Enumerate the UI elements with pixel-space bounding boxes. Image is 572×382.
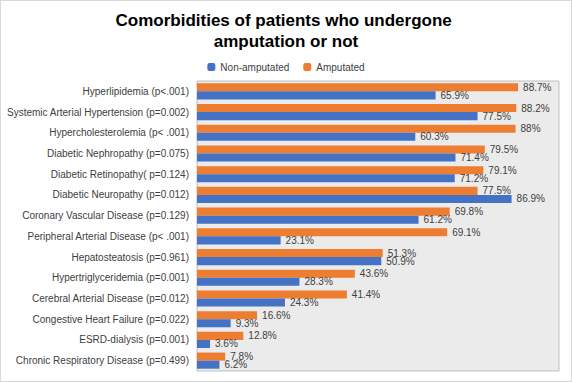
svg-text:Hypercholesterolemia (p< .001): Hypercholesterolemia (p< .001) — [49, 127, 189, 138]
svg-text:Systemic Arterial Hypertension: Systemic Arterial Hypertension (p=0.002) — [7, 107, 189, 118]
svg-text:50.9%: 50.9% — [386, 256, 414, 267]
svg-text:60.3%: 60.3% — [420, 131, 448, 142]
svg-text:7.8%: 7.8% — [230, 351, 253, 363]
svg-text:Congestive Heart Failure (p=0.: Congestive Heart Failure (p=0.022) — [33, 314, 189, 325]
svg-text:9.3%: 9.3% — [236, 318, 259, 329]
svg-text:61.2%: 61.2% — [424, 214, 452, 225]
svg-text:Hyperlipidemia (p<.001): Hyperlipidemia (p<.001) — [83, 86, 189, 97]
svg-text:88.2%: 88.2% — [521, 103, 549, 114]
svg-text:Chronic Respiratory Disease (p: Chronic Respiratory Disease (p=0.499) — [16, 355, 189, 366]
svg-text:77.5%: 77.5% — [483, 185, 511, 196]
svg-text:3.6%: 3.6% — [215, 338, 238, 349]
svg-text:71.2%: 71.2% — [460, 173, 488, 184]
svg-text:16.6%: 16.6% — [262, 310, 290, 321]
svg-text:88%: 88% — [521, 123, 541, 134]
svg-text:41.4%: 41.4% — [352, 289, 380, 300]
svg-text:23.1%: 23.1% — [286, 235, 314, 246]
svg-text:88.7%: 88.7% — [523, 82, 551, 93]
svg-text:Hepatosteatosis (p=0.961): Hepatosteatosis (p=0.961) — [71, 252, 189, 263]
svg-text:28.3%: 28.3% — [304, 276, 332, 287]
svg-text:65.9%: 65.9% — [441, 90, 469, 101]
svg-text:Peripheral Arterial Disease (p: Peripheral Arterial Disease (p< .001) — [28, 231, 189, 242]
svg-text:43.6%: 43.6% — [360, 268, 388, 279]
svg-text:Diabetic Neuropathy (p=0.012): Diabetic Neuropathy (p=0.012) — [53, 189, 189, 200]
svg-text:86.9%: 86.9% — [517, 193, 545, 204]
svg-text:79.5%: 79.5% — [490, 144, 518, 155]
svg-text:51.3%: 51.3% — [387, 247, 417, 259]
svg-text:Diabetic Nephropathy (p=0.075): Diabetic Nephropathy (p=0.075) — [47, 148, 189, 159]
svg-text:amputation or not: amputation or not — [214, 32, 359, 51]
svg-text:69.1%: 69.1% — [452, 227, 480, 238]
svg-text:Hypertriglyceridemia (p=0.001): Hypertriglyceridemia (p=0.001) — [52, 272, 189, 283]
svg-text:Non-amputated: Non-amputated — [220, 62, 289, 73]
svg-text:79.1%: 79.1% — [488, 165, 516, 176]
svg-text:77.5%: 77.5% — [483, 111, 511, 122]
svg-text:Diabetic Retinopathy( p=0.124): Diabetic Retinopathy( p=0.124) — [51, 169, 189, 180]
svg-text:71.4%: 71.4% — [460, 152, 488, 163]
svg-text:Comorbidities of patients who: Comorbidities of patients who undergone — [116, 11, 457, 30]
svg-text:Coronary Vascular Disease (p=0: Coronary Vascular Disease (p=0.129) — [22, 210, 189, 221]
svg-text:Cerebral Arterial Disease (p=0: Cerebral Arterial Disease (p=0.012) — [32, 293, 189, 304]
svg-text:Amputated: Amputated — [316, 62, 364, 73]
svg-text:ESRD-dialysis (p=0.001): ESRD-dialysis (p=0.001) — [79, 334, 189, 345]
svg-text:69.8%: 69.8% — [455, 206, 483, 217]
svg-text:12.8%: 12.8% — [248, 330, 276, 341]
svg-text:24.3%: 24.3% — [290, 297, 318, 308]
svg-text:6.2%: 6.2% — [224, 359, 247, 370]
